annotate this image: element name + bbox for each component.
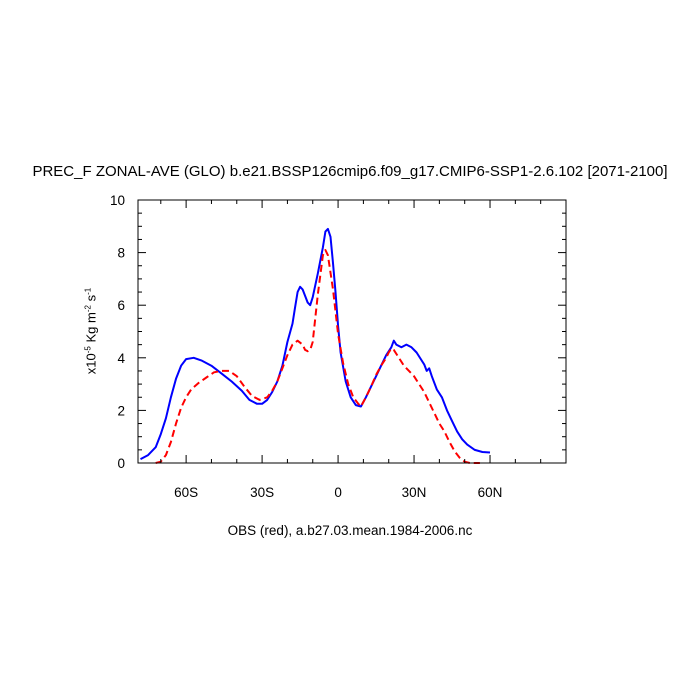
chart-title: PREC_F ZONAL-AVE (GLO) b.e21.BSSP126cmip… <box>32 163 668 180</box>
y-tick-label: 8 <box>117 246 125 261</box>
y-tick-label: 2 <box>117 403 125 418</box>
y-tick-label: 6 <box>117 298 125 313</box>
y-tick-label: 10 <box>110 193 125 208</box>
y-tick-label: 4 <box>117 351 125 366</box>
plot-frame <box>137 199 567 464</box>
y-tick-label: 0 <box>117 456 125 471</box>
x-tick-label: 0 <box>334 485 342 500</box>
x-tick-label: 60N <box>478 485 503 500</box>
x-tick-label: 30N <box>402 485 427 500</box>
x-tick-label: 30S <box>250 485 274 500</box>
series-line-2 <box>155 249 480 464</box>
series-line-1 <box>140 227 491 460</box>
x-tick-label: 60S <box>174 485 198 500</box>
x-axis-label: OBS (red), a.b27.03.mean.1984-2006.nc <box>227 523 473 538</box>
